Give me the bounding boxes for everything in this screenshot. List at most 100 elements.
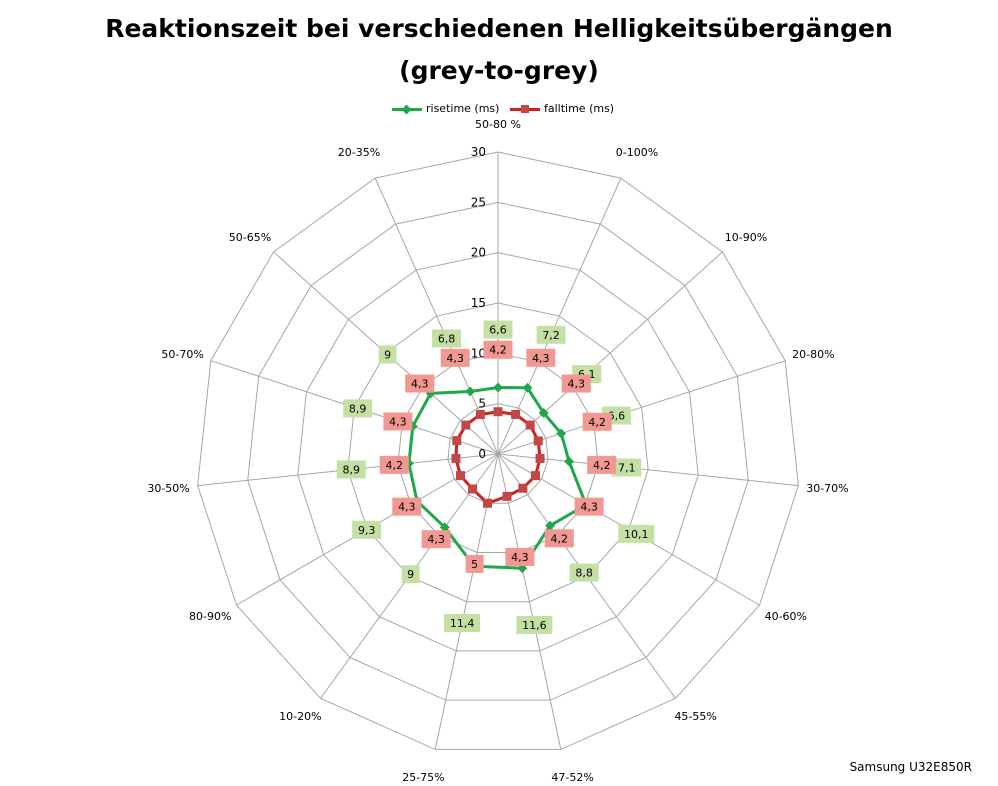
category-label: 0-100% (616, 146, 658, 159)
data-label-bg (405, 374, 435, 393)
data-label-bg (516, 615, 553, 634)
r-tick-label: 25 (471, 195, 486, 209)
legend: risetime (ms) falltime (ms) (0, 102, 998, 122)
data-label: 4,3 (511, 551, 529, 564)
data-label-bg (587, 455, 617, 474)
category-label: 30-70% (806, 482, 848, 495)
data-label: 11,4 (450, 617, 475, 630)
risetime-point (493, 382, 503, 393)
legend-label-falltime: falltime (ms) (544, 102, 615, 115)
grid-spoke (497, 360, 786, 455)
falltime-point (475, 409, 485, 419)
chart-title: Reaktionszeit bei verschiedenen Helligke… (105, 14, 893, 43)
category-label: 25-75% (402, 771, 444, 784)
r-tick-label: 15 (471, 296, 486, 310)
data-label-bg (444, 613, 481, 632)
falltime-point (518, 483, 528, 493)
legend-item-falltime: falltime (ms) (510, 102, 614, 115)
data-label-bg (561, 374, 591, 393)
grid-ring (447, 403, 549, 504)
series-line-falltime (454, 410, 542, 505)
falltime-point (530, 471, 540, 481)
falltime-point (456, 471, 466, 481)
data-label: 4,2 (386, 459, 404, 472)
risetime-point (545, 520, 556, 531)
data-label: 4,3 (427, 533, 445, 546)
data-label-bg (465, 554, 484, 573)
falltime-point (451, 453, 461, 463)
falltime-point (461, 420, 471, 430)
legend-line-falltime (510, 103, 540, 115)
risetime-point (465, 386, 476, 397)
data-label-bg (421, 530, 451, 549)
category-label: 40-60% (765, 610, 807, 623)
risetime-point (538, 407, 549, 418)
risetime-point (522, 382, 533, 393)
data-label: 4,3 (411, 378, 429, 391)
falltime-point (493, 407, 503, 417)
data-label: 4,2 (489, 344, 507, 357)
falltime-point (533, 436, 543, 446)
category-label: 30-50% (147, 482, 189, 495)
data-label: 7,1 (618, 462, 636, 475)
r-tick-label: 10 (471, 346, 486, 360)
legend-label-risetime: risetime (ms) (426, 102, 500, 115)
category-label: 80-90% (189, 610, 231, 623)
data-label: 11,6 (522, 619, 547, 632)
data-label-bg (612, 458, 642, 477)
grid-spoke (374, 177, 499, 455)
category-label: 10-90% (725, 231, 767, 244)
category-label: 10-20% (279, 710, 321, 723)
risetime-point (439, 522, 450, 533)
category-label: 20-80% (792, 348, 834, 361)
data-label-bg (505, 547, 535, 566)
risetime-point (564, 456, 575, 467)
model-footnote: Samsung U32E850R (849, 760, 972, 774)
falltime-point (468, 484, 478, 494)
data-label-bg (569, 563, 599, 582)
data-label-bg (582, 412, 612, 431)
data-label: 5 (471, 558, 478, 571)
grid-spoke (497, 251, 723, 455)
data-label-bg (574, 497, 604, 516)
falltime-point (502, 491, 512, 501)
data-label: 9 (407, 568, 414, 581)
data-label: 8,9 (349, 402, 367, 415)
data-label: 6,6 (489, 324, 507, 337)
data-label: 4,3 (389, 415, 407, 428)
chart-subtitle: (grey-to-grey) (399, 56, 599, 85)
data-label-bg (483, 340, 513, 359)
data-label: 4,2 (588, 416, 606, 429)
category-label: 50-70% (161, 348, 203, 361)
grid-ring (247, 201, 749, 701)
r-tick-label: 5 (478, 397, 486, 411)
data-label-bg (392, 497, 422, 516)
data-label-bg (401, 565, 420, 584)
grid-spoke (497, 453, 562, 750)
data-label-bg (379, 455, 409, 474)
data-label-bg (483, 320, 513, 339)
data-label-bg (383, 412, 413, 431)
falltime-point (525, 420, 535, 430)
data-label: 8,9 (342, 463, 360, 476)
data-label: 4,2 (551, 532, 569, 545)
data-label: 6,8 (438, 332, 456, 345)
legend-item-risetime: risetime (ms) (392, 102, 499, 115)
falltime-point (511, 409, 521, 419)
grid-ring (197, 151, 799, 750)
grid-ring (297, 252, 699, 652)
grid-spoke (497, 453, 799, 487)
data-label: 4,3 (532, 352, 550, 365)
category-label: 45-55% (674, 710, 716, 723)
category-label: 47-52% (551, 771, 593, 784)
data-label: 4,3 (580, 501, 598, 514)
data-label-bg (440, 348, 470, 367)
series-line-risetime (407, 386, 588, 570)
data-label: 9 (384, 349, 391, 362)
data-label-bg (432, 329, 462, 348)
legend-line-risetime (392, 103, 422, 115)
falltime-point (535, 453, 545, 463)
data-label-bg (352, 520, 382, 539)
data-label: 8,8 (575, 567, 593, 580)
